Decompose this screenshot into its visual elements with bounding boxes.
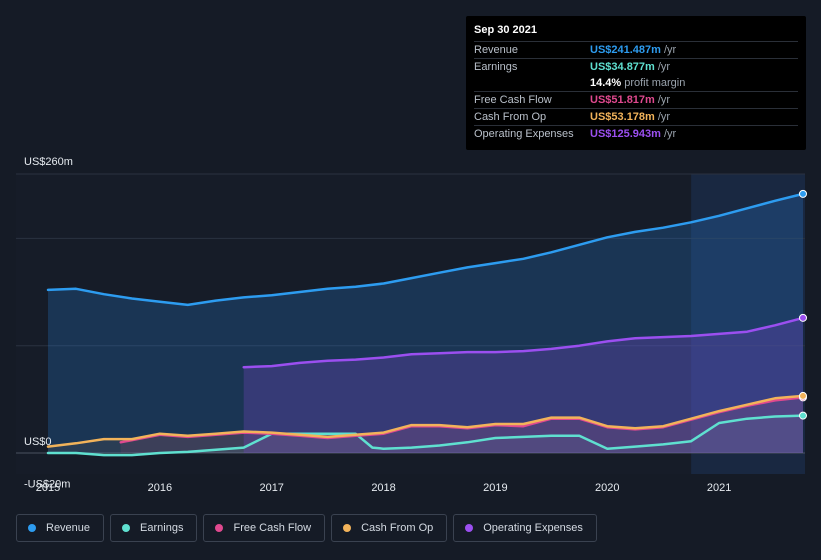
tooltip-unit: /yr	[663, 44, 677, 56]
tooltip-row: 14.4% profit margin	[474, 75, 798, 91]
tooltip-row: Cash From Op US$53.178m/yr	[474, 108, 798, 125]
legend-label: Earnings	[140, 522, 184, 534]
forecast-highlight	[691, 174, 805, 474]
x-tick-label: 2016	[148, 482, 172, 494]
series-line-earnings	[46, 414, 805, 457]
tooltip-value: US$125.943m	[590, 128, 661, 140]
series-endpoint-cash-from-op	[799, 391, 807, 400]
x-tick-label: 2017	[259, 482, 283, 494]
series-endpoint-revenue	[799, 189, 807, 198]
tooltip-value: US$241.487m	[590, 44, 661, 56]
y-tick-label: -US$20m	[24, 478, 70, 490]
tooltip-value: US$34.877m	[590, 61, 655, 73]
x-tick-label: 2015	[36, 482, 60, 494]
tooltip-label: Cash From Op	[474, 111, 547, 123]
series-area-operating-expenses	[243, 317, 803, 453]
legend-item-revenue[interactable]: Revenue	[16, 514, 105, 542]
series-area-revenue	[48, 193, 803, 453]
tooltip-label: Earnings	[474, 61, 518, 73]
y-tick-label: US$0	[24, 436, 52, 448]
legend-label: Revenue	[46, 522, 91, 534]
tooltip-unit: /yr	[657, 111, 671, 123]
legend-item-cash-from-op[interactable]: Cash From Op	[331, 514, 448, 542]
legend-dot-icon	[215, 524, 224, 532]
tooltip-unit: profit margin	[624, 77, 686, 89]
series-area-cash-from-op	[48, 395, 803, 453]
legend-dot-icon	[465, 524, 474, 532]
tooltip-row: Operating Expenses US$125.943m/yr	[474, 125, 798, 142]
tooltip-row: Revenue US$241.487m/yr	[474, 41, 798, 58]
legend-dot-icon	[343, 524, 352, 532]
tooltip-label: Revenue	[474, 44, 519, 56]
x-tick-label: 2019	[483, 482, 507, 494]
series-endpoint-operating-expenses	[799, 313, 807, 322]
x-tick-label: 2020	[595, 482, 619, 494]
tooltip-row: Earnings US$34.877m/yr	[474, 58, 798, 75]
tooltip-value: US$53.178m	[590, 111, 655, 123]
chart-legend: Revenue Earnings Free Cash Flow Cash From O…	[16, 514, 597, 542]
tooltip-label: Operating Expenses	[474, 128, 574, 140]
y-tick-label: US$260m	[24, 156, 73, 168]
series-line-revenue	[46, 192, 805, 307]
legend-item-free-cash-flow[interactable]: Free Cash Flow	[203, 514, 326, 542]
legend-label: Free Cash Flow	[233, 522, 312, 534]
x-tick-label: 2018	[371, 482, 395, 494]
x-tick-label: 2021	[707, 482, 731, 494]
tooltip-rows: Revenue US$241.487m/yr Earnings US$34.877m /…	[474, 41, 798, 142]
series-line-cash-from-op	[46, 394, 805, 448]
data-tooltip: Sep 30 2021 Revenue US$241.487m/yr Earning…	[466, 16, 806, 150]
tooltip-row: Free Cash Flow US$51.817m/yr	[474, 91, 798, 108]
series-endpoint-earnings	[799, 411, 807, 420]
tooltip-value: 14.4%	[590, 77, 622, 89]
tooltip-label: Free Cash Flow	[474, 94, 552, 106]
legend-item-operating-expenses[interactable]: Operating Expenses	[453, 514, 597, 542]
legend-label: Operating Expenses	[483, 522, 583, 534]
tooltip-unit: /yr	[657, 61, 671, 73]
legend-label: Cash From Op	[361, 522, 434, 534]
chart-canvas: US$260m US$0 -US$20m 2015 2016 2017 2018 2019 2…	[16, 156, 807, 494]
legend-dot-icon	[28, 524, 36, 532]
legend-dot-icon	[122, 524, 131, 532]
series-area-free-cash-flow	[120, 397, 803, 453]
tooltip-date: Sep 30 2021	[474, 24, 537, 36]
legend-item-earnings[interactable]: Earnings	[110, 514, 198, 542]
series-line-operating-expenses	[242, 316, 805, 369]
tooltip-unit: /yr	[663, 128, 677, 140]
tooltip-unit: /yr	[657, 94, 671, 106]
tooltip-value: US$51.817m	[590, 94, 655, 106]
